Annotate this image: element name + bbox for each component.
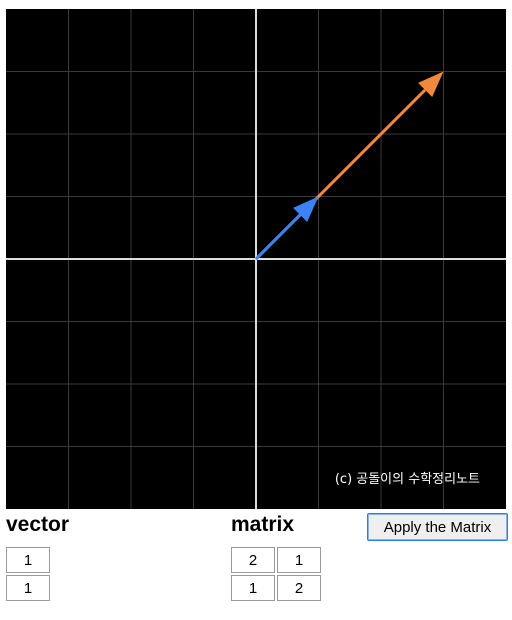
vector-input-x[interactable] [6, 547, 50, 573]
vector-plot: (c) 공돌이의 수학정리노트 [6, 9, 506, 509]
vector-input-y[interactable] [6, 575, 50, 601]
apply-matrix-button[interactable]: Apply the Matrix [367, 513, 508, 541]
input-vector-arrow-shaft [254, 213, 302, 261]
watermark-text: (c) 공돌이의 수학정리노트 [335, 472, 480, 487]
input-vector-arrow-head [293, 196, 319, 222]
vector-label: vector [6, 513, 70, 536]
matrix-label: matrix [231, 513, 295, 536]
matrix-input-a12[interactable] [277, 547, 321, 573]
vectors [254, 71, 444, 261]
matrix-input-a22[interactable] [277, 575, 321, 601]
matrix-input-a11[interactable] [231, 547, 275, 573]
output-vector-arrow-head [418, 71, 444, 97]
input-vector-arrow [254, 196, 319, 261]
matrix-input-a21[interactable] [231, 575, 275, 601]
